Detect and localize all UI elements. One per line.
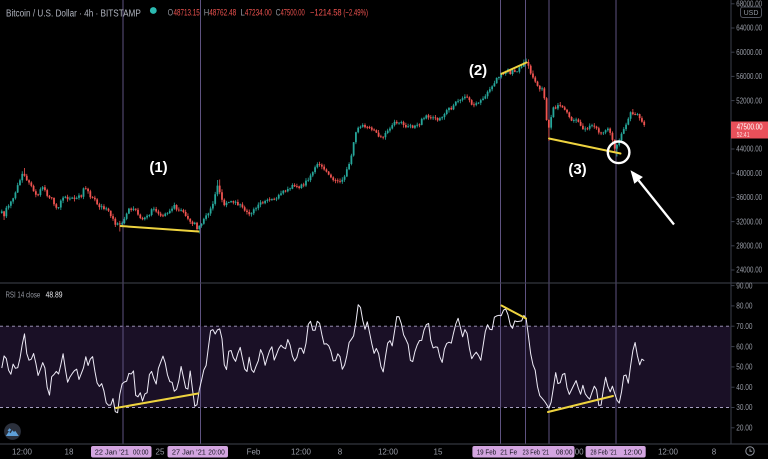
svg-text:19 Feb: 19 Feb: [477, 449, 497, 456]
svg-text:52000.00: 52000.00: [736, 96, 762, 105]
svg-text:−1214.58: −1214.58: [310, 8, 342, 18]
svg-text:08:00: 08:00: [556, 449, 573, 456]
svg-text:15: 15: [434, 448, 443, 457]
svg-text:USD: USD: [744, 10, 759, 17]
svg-text:RSI 14 close: RSI 14 close: [6, 291, 41, 300]
svg-text:8: 8: [712, 448, 717, 457]
svg-text:12:00: 12:00: [623, 449, 642, 456]
svg-text:60000.00: 60000.00: [736, 48, 762, 57]
svg-text:32000.00: 32000.00: [736, 217, 762, 226]
svg-text:47234.00: 47234.00: [245, 8, 272, 18]
svg-text:00:00: 00:00: [133, 449, 149, 456]
svg-text:12:00: 12:00: [658, 448, 679, 457]
svg-text:50.00: 50.00: [736, 363, 753, 372]
svg-text:20:00: 20:00: [208, 449, 225, 456]
svg-text:(3): (3): [568, 161, 586, 178]
svg-text:L: L: [240, 8, 245, 18]
svg-text:28000.00: 28000.00: [736, 242, 762, 251]
svg-text:25: 25: [156, 448, 165, 457]
svg-text:40.00: 40.00: [736, 383, 753, 392]
svg-text:60.00: 60.00: [736, 342, 753, 351]
svg-text:40000.00: 40000.00: [736, 169, 762, 178]
svg-text:90.00: 90.00: [736, 281, 753, 290]
svg-text:Feb: Feb: [247, 448, 261, 457]
svg-text:80.00: 80.00: [736, 302, 753, 311]
svg-text:18: 18: [65, 448, 74, 457]
svg-text:22 Jan ’21: 22 Jan ’21: [95, 449, 129, 456]
svg-text:H: H: [204, 8, 210, 18]
svg-text:8: 8: [338, 448, 343, 457]
svg-text:Bitcoin / U.S. Dollar · 4h · B: Bitcoin / U.S. Dollar · 4h · BITSTAMP: [6, 8, 141, 19]
svg-text:(−2.49%): (−2.49%): [343, 8, 368, 18]
svg-text:44000.00: 44000.00: [736, 145, 762, 154]
svg-text:28 Feb ’21: 28 Feb ’21: [590, 449, 616, 456]
svg-text:56000.00: 56000.00: [736, 72, 762, 81]
svg-text:20.00: 20.00: [736, 424, 753, 433]
svg-text:64000.00: 64000.00: [736, 24, 762, 33]
svg-text:68000.00: 68000.00: [736, 0, 762, 9]
svg-text:O: O: [168, 8, 174, 18]
svg-text:30.00: 30.00: [736, 403, 753, 412]
svg-text:12:00: 12:00: [291, 448, 312, 457]
svg-text:(2): (2): [469, 62, 487, 79]
svg-text:12:00: 12:00: [12, 448, 33, 457]
svg-text:52:41: 52:41: [737, 132, 750, 139]
svg-text:00: 00: [575, 448, 584, 457]
svg-text:27 Jan ’21: 27 Jan ’21: [172, 449, 206, 456]
svg-text:(1): (1): [149, 159, 167, 176]
svg-text:24000.00: 24000.00: [736, 266, 762, 275]
svg-text:70.00: 70.00: [736, 322, 753, 331]
svg-text:21 Fe: 21 Fe: [500, 449, 517, 456]
svg-text:48762.48: 48762.48: [209, 8, 236, 18]
svg-text:36000.00: 36000.00: [736, 193, 762, 202]
svg-text:47500.00: 47500.00: [737, 122, 763, 131]
svg-text:12:00: 12:00: [378, 448, 399, 457]
svg-text:C: C: [276, 8, 281, 18]
svg-text:48713.15: 48713.15: [174, 8, 200, 18]
svg-text:47500.00: 47500.00: [281, 8, 305, 18]
svg-text:23 Feb ’21: 23 Feb ’21: [523, 449, 550, 456]
svg-text:48.89: 48.89: [46, 291, 63, 300]
